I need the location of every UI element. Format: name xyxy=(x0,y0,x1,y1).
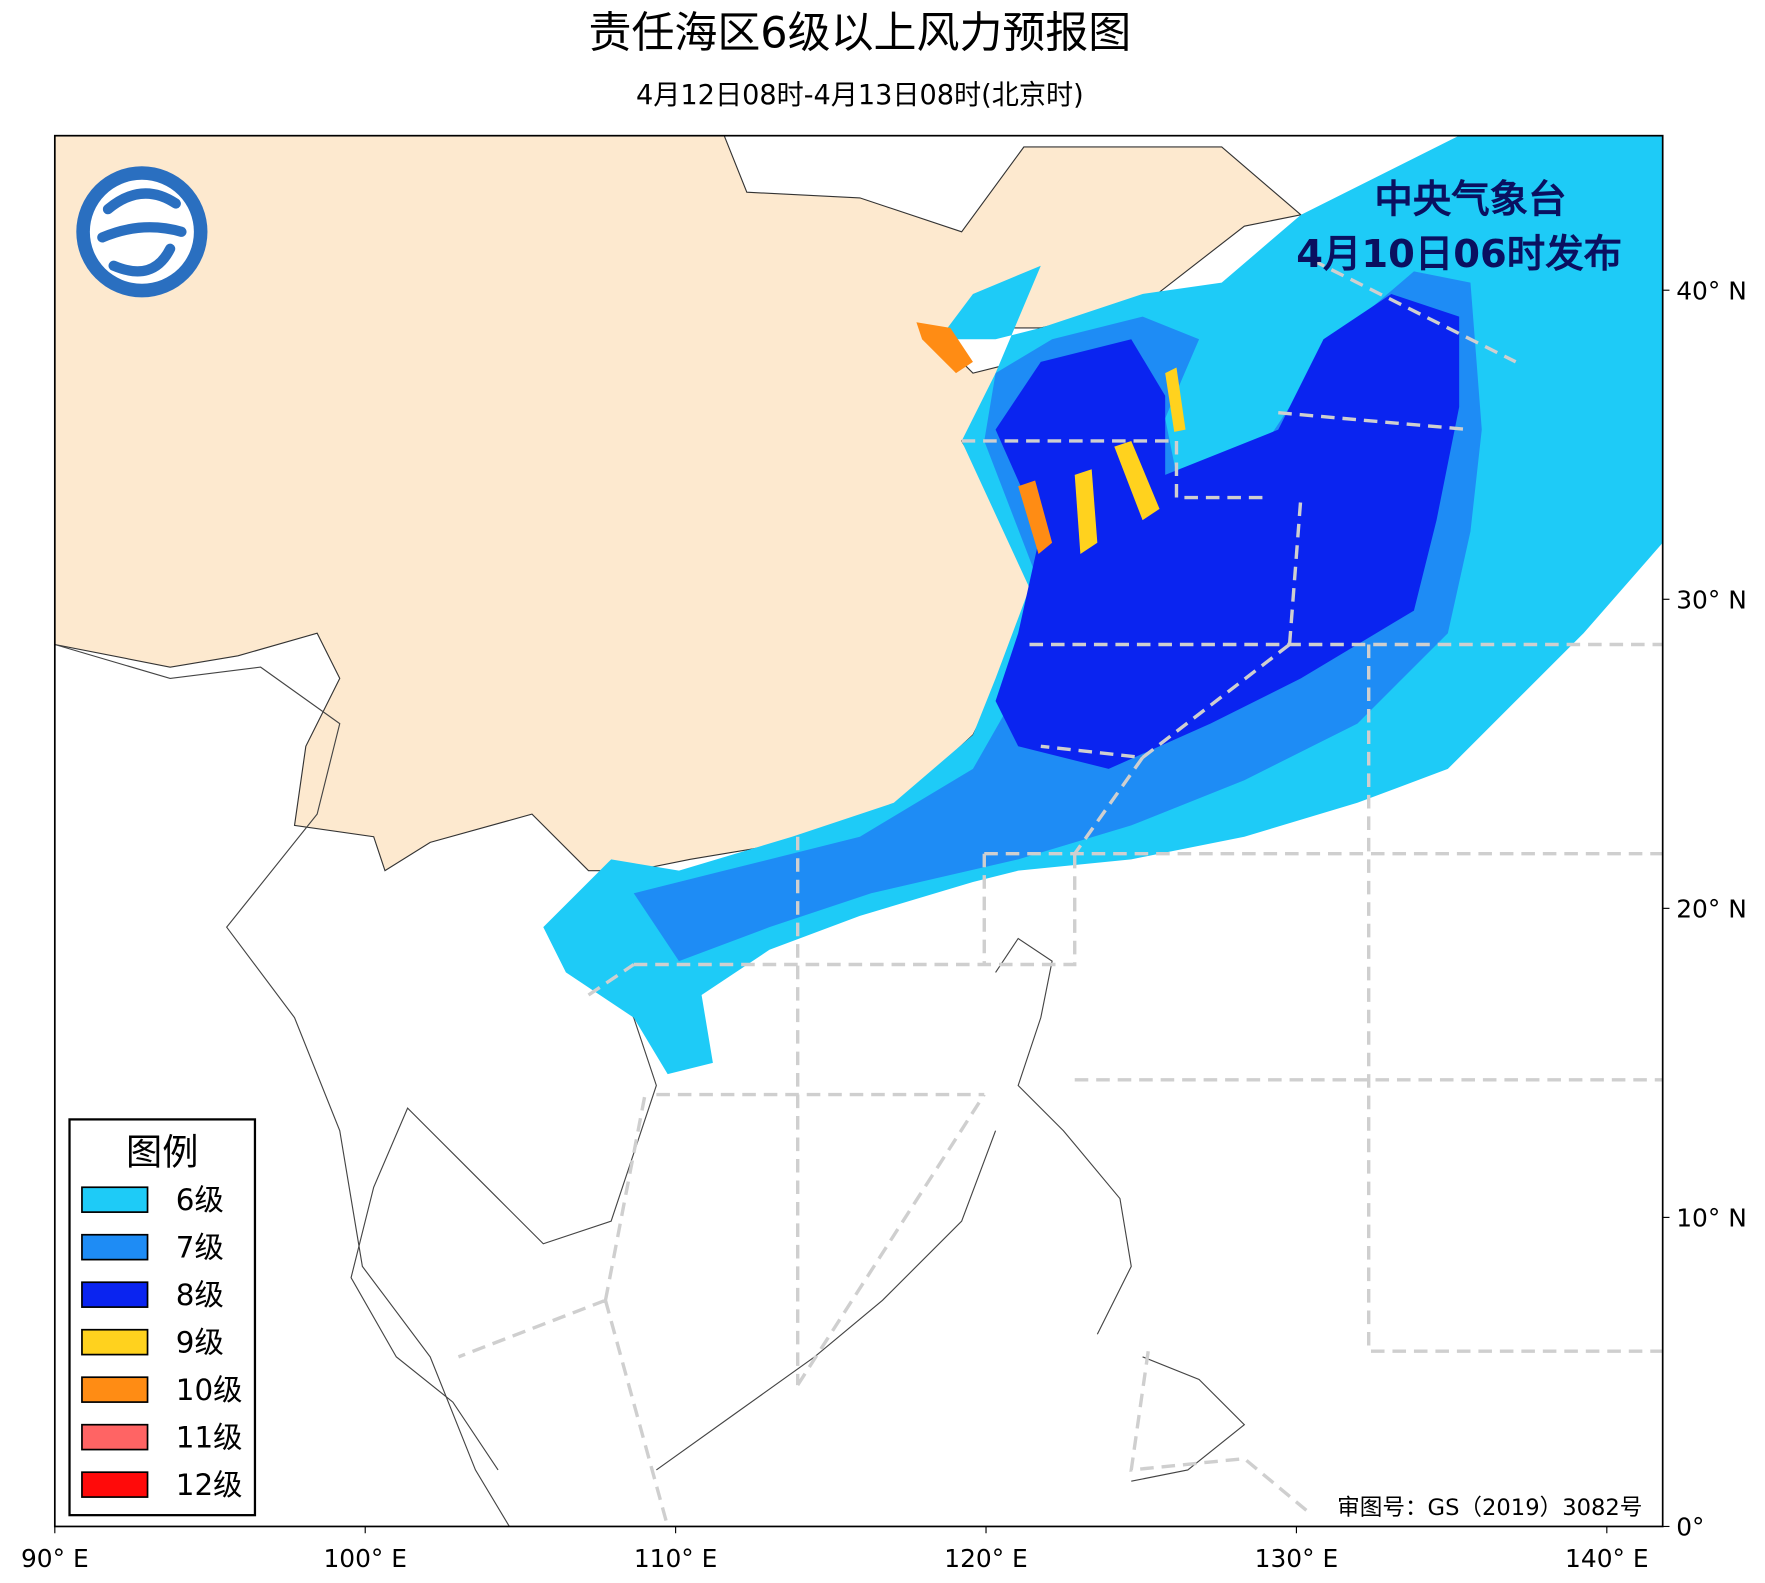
legend-label: 11级 xyxy=(176,1420,243,1454)
legend-swatch xyxy=(81,1423,149,1451)
approval-number: 审图号：GS（2019）3082号 xyxy=(1337,1495,1642,1521)
legend-label: 12级 xyxy=(176,1468,243,1502)
legend-swatch xyxy=(81,1233,149,1261)
issuer-name: 中央气象台 xyxy=(1374,178,1566,223)
legend-label: 8级 xyxy=(176,1278,224,1312)
x-tick-label: 90° E xyxy=(21,1544,89,1573)
legend-label: 6级 xyxy=(176,1183,224,1217)
issuer-time: 4月10日06时发布 xyxy=(1296,232,1622,277)
y-tick-label: 20° N xyxy=(1676,894,1747,923)
x-tick-label: 110° E xyxy=(634,1544,718,1573)
legend-swatch xyxy=(81,1376,149,1403)
y-tick-label: 10° N xyxy=(1676,1203,1747,1232)
x-tick-label: 140° E xyxy=(1565,1544,1649,1573)
x-tick-label: 100° E xyxy=(323,1544,407,1573)
legend-swatch xyxy=(81,1328,149,1356)
legend-label: 9级 xyxy=(176,1325,224,1359)
map-frame xyxy=(53,134,1664,1528)
x-tick-label: 130° E xyxy=(1255,1544,1339,1573)
x-tick-label: 120° E xyxy=(944,1544,1027,1573)
logo xyxy=(76,166,208,298)
legend-title: 图例 xyxy=(126,1131,198,1174)
subtitle: 4月12日08时-4月13日08时(北京时) xyxy=(636,80,1084,111)
y-tick-label: 0° xyxy=(1676,1513,1704,1542)
y-tick-label: 30° N xyxy=(1676,585,1747,614)
legend-swatch xyxy=(81,1186,149,1213)
legend-swatch xyxy=(81,1281,149,1308)
legend-label: 7级 xyxy=(176,1230,224,1264)
legend-swatch xyxy=(81,1471,149,1498)
legend-label: 10级 xyxy=(176,1373,243,1407)
axis-ticks: 90° E 100° E 110° E 120° E 130° E 140° E 0° 10°… xyxy=(21,276,1747,1573)
y-tick-label: 40° N xyxy=(1676,276,1747,305)
map-area xyxy=(54,135,1663,1527)
title: 责任海区6级以上风力预报图 xyxy=(589,8,1132,58)
legend: 图例 6级 7级 8级 9级 10级 11级 12级 xyxy=(68,1118,257,1517)
